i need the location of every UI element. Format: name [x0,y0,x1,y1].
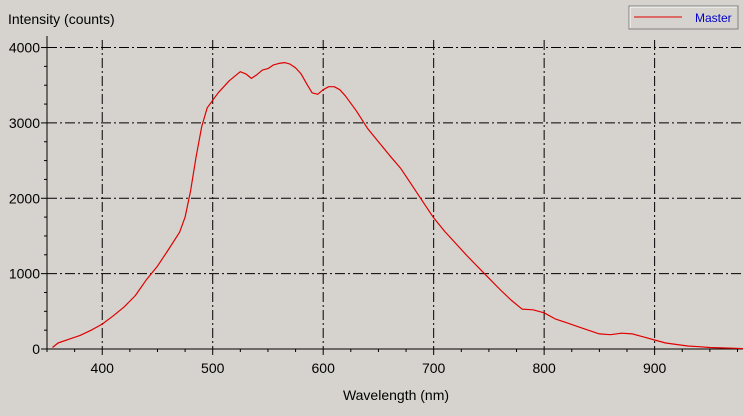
x-tick-label-800: 800 [532,360,556,376]
y-axis-title: Intensity (counts) [8,11,115,27]
plot-area [47,40,743,350]
y-tick-labels: 0 1000 2000 3000 4000 [9,40,40,357]
y-tick-label-3000: 3000 [9,115,40,131]
y-tick-label-2000: 2000 [9,190,40,206]
x-tick-label-600: 600 [312,360,336,376]
y-tick-label-4000: 4000 [9,40,40,56]
grid-lines [47,40,743,349]
x-tick-label-400: 400 [91,360,115,376]
tick-marks [41,47,738,355]
x-tick-label-500: 500 [201,360,225,376]
series-line-master [52,61,743,350]
x-axis-title: Wavelength (nm) [343,387,449,403]
legend[interactable]: Master [628,5,739,30]
legend-box [628,5,739,30]
x-tick-label-900: 900 [643,360,667,376]
x-tick-labels: 400 500 600 700 800 900 [91,360,667,376]
y-tick-label-1000: 1000 [9,266,40,282]
x-tick-label-700: 700 [422,360,446,376]
series-layer [52,61,743,350]
y-tick-label-0: 0 [32,341,40,357]
legend-entry-master: Master [695,11,732,25]
